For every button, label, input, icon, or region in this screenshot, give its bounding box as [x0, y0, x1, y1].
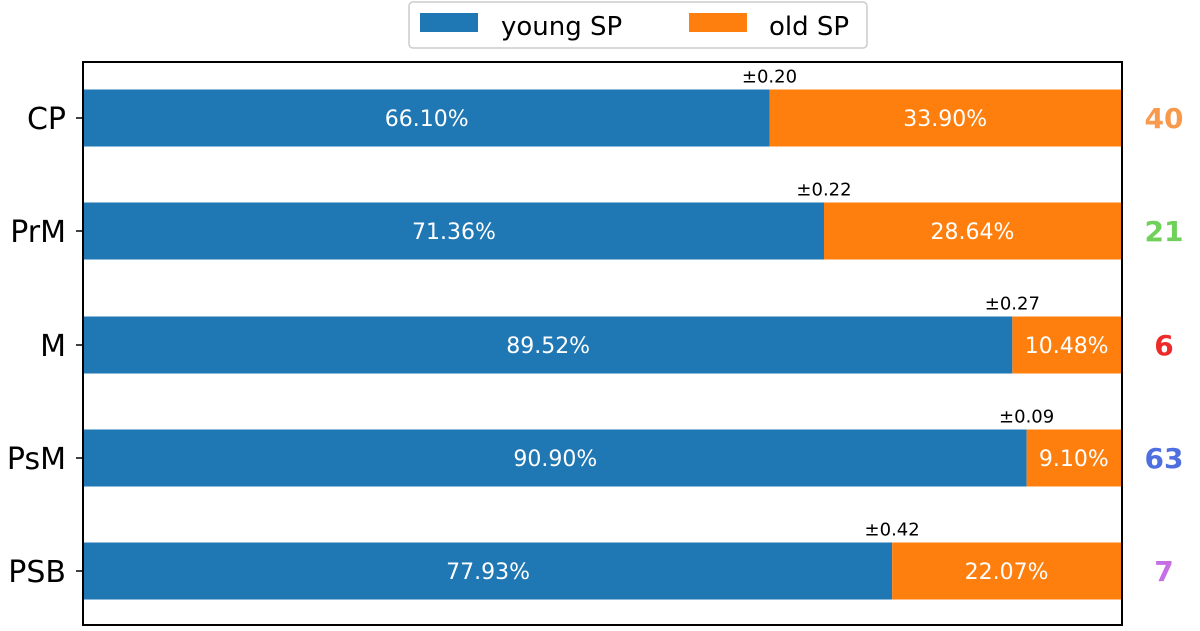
bar-value-label: 9.10% [1039, 447, 1109, 472]
bar-value-label: 10.48% [1025, 334, 1109, 359]
category-label: M [40, 329, 66, 364]
y-axis: CP PrM M PsM PSB [7, 102, 83, 590]
count-label: 40 [1145, 102, 1184, 135]
bar-segment [1026, 429, 1121, 487]
count-label: 21 [1145, 215, 1184, 248]
bar-segment [892, 542, 1121, 600]
bar-value-label: 89.52% [506, 334, 590, 359]
error-label: ±0.20 [742, 67, 797, 88]
legend-label: old SP [769, 12, 849, 42]
bar-segment [769, 89, 1121, 147]
bar-value-label: 22.07% [965, 560, 1049, 585]
bar-segment [84, 542, 893, 600]
bar-segment [824, 202, 1121, 260]
bar-segment [84, 429, 1027, 487]
count-label: 7 [1154, 555, 1173, 588]
bar-segment [84, 202, 825, 260]
bar-segment [84, 316, 1013, 374]
category-label: PsM [7, 442, 66, 477]
count-label: 63 [1145, 442, 1184, 475]
bar-segment [84, 89, 770, 147]
legend-swatch [420, 13, 478, 32]
error-label: ±0.22 [796, 180, 851, 201]
category-label: PSB [8, 555, 66, 590]
error-label: ±0.27 [985, 294, 1040, 315]
count-labels: 40 21 6 63 7 [1145, 102, 1184, 588]
legend: young SP old SP [408, 1, 868, 49]
bar-value-label: 33.90% [903, 107, 987, 132]
bar-value-label: 71.36% [412, 220, 496, 245]
bar-value-label: 66.10% [385, 107, 469, 132]
bar-value-label: 77.93% [446, 560, 530, 585]
category-label: PrM [10, 215, 66, 250]
error-label: ±0.09 [999, 407, 1054, 428]
bar-segment [1012, 316, 1121, 374]
legend-swatch [689, 13, 747, 32]
legend-label: young SP [501, 12, 622, 42]
category-label: CP [27, 102, 66, 137]
count-label: 6 [1154, 329, 1173, 362]
bars: 66.10% 33.90% ±0.20 71.36% 28.64% ±0.22 89.52%… [84, 67, 1121, 600]
bar-value-label: 90.90% [513, 447, 597, 472]
legend-box [408, 1, 868, 49]
error-label: ±0.42 [865, 520, 920, 541]
bar-value-label: 28.64% [931, 220, 1015, 245]
plot-frame [82, 61, 1123, 626]
